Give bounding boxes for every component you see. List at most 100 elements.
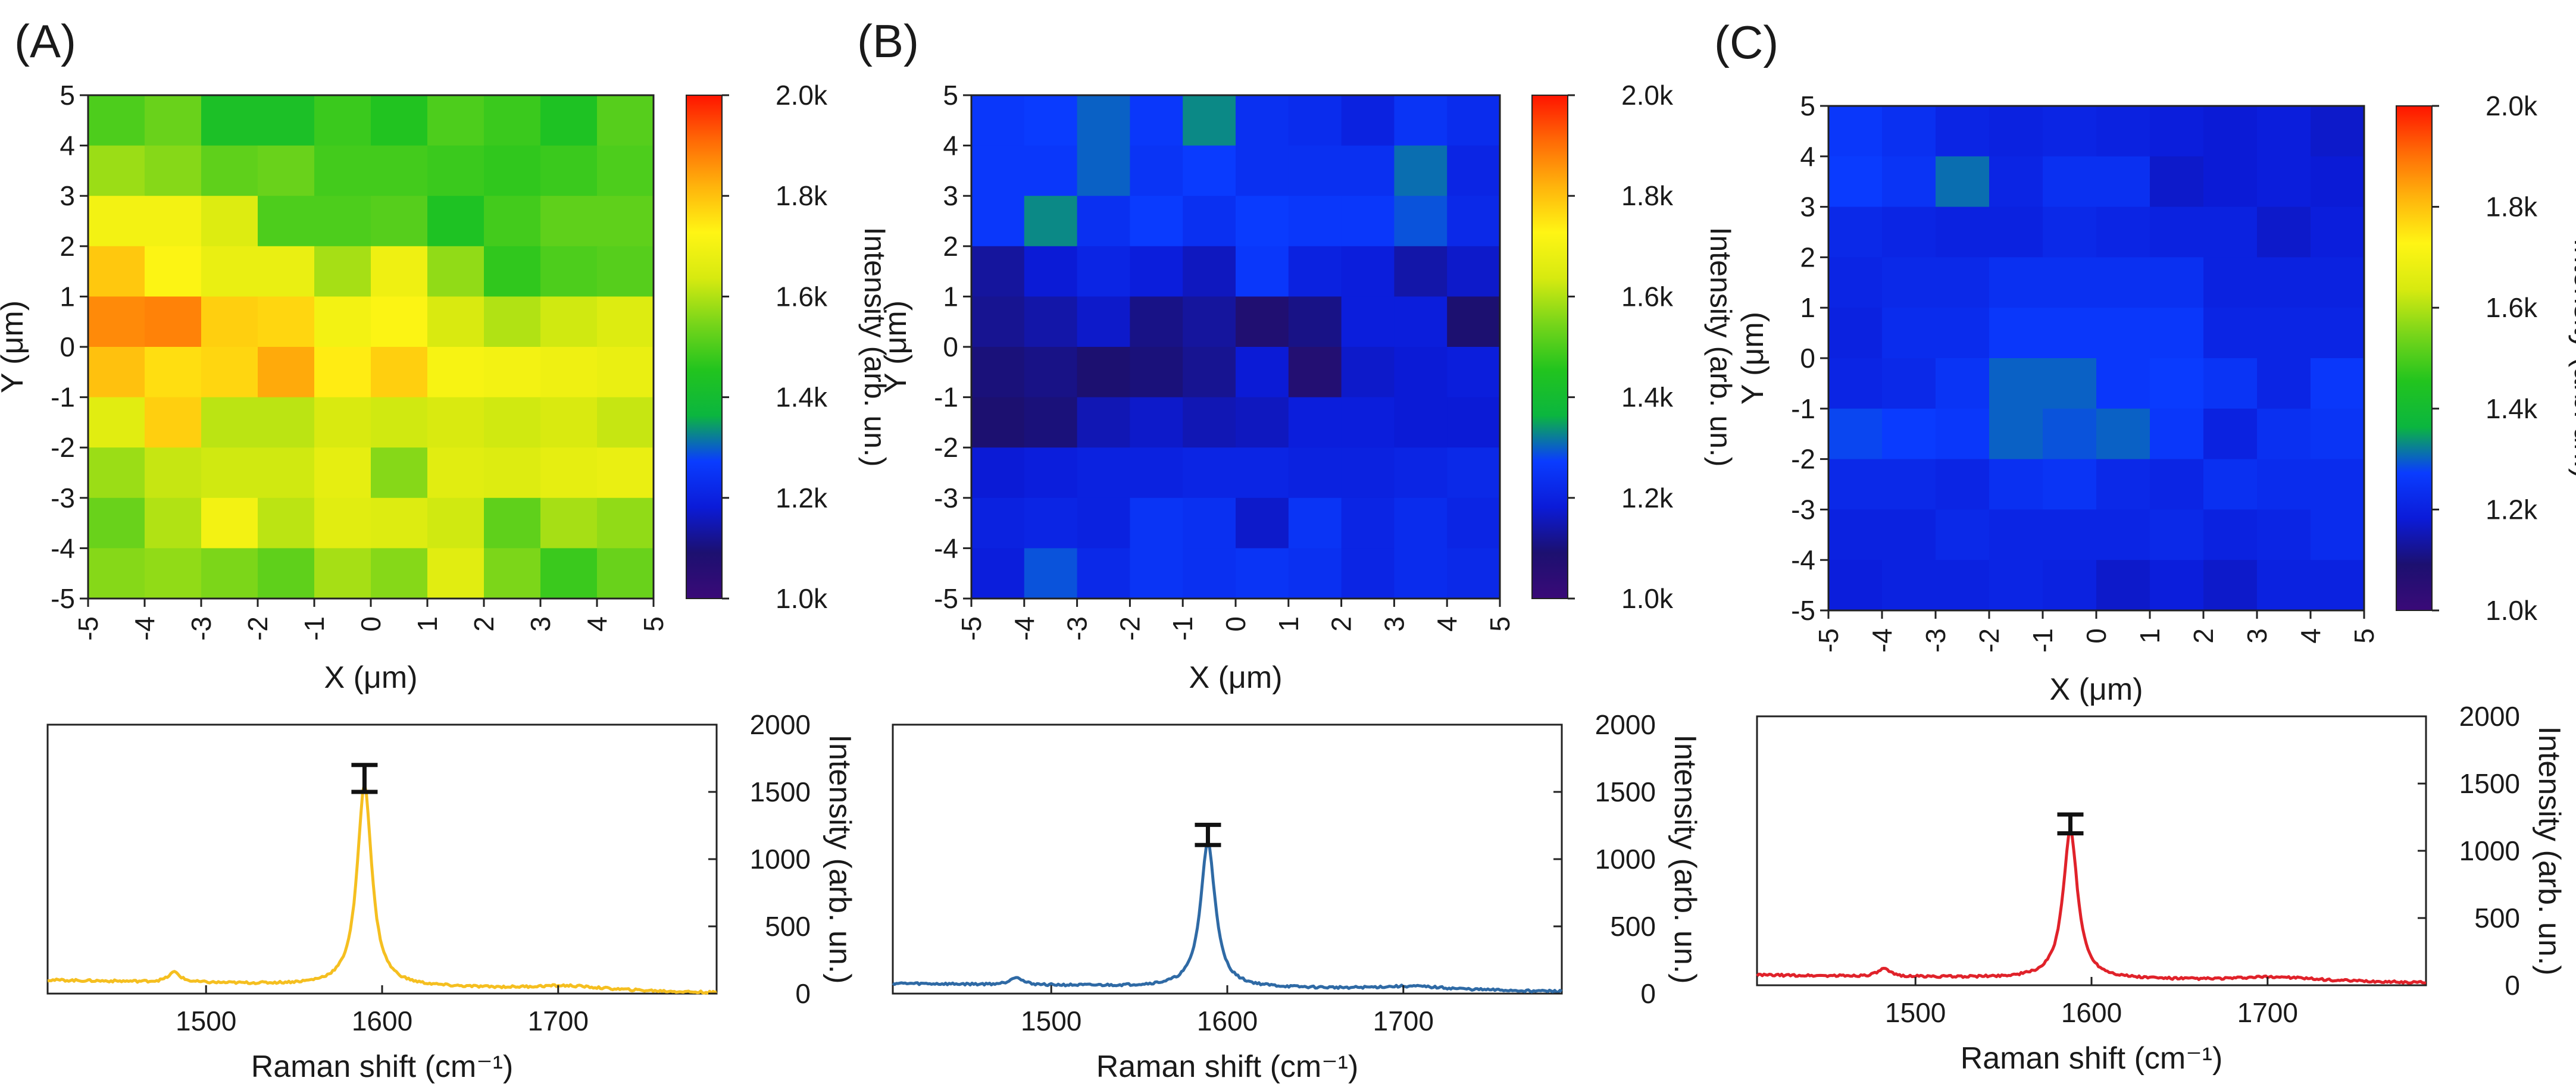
y-axis-title: Intensity (arb. un.) <box>1668 734 1702 983</box>
heatmap-cell <box>1394 397 1448 448</box>
heatmap-cell <box>2096 358 2150 409</box>
heatmap-cell <box>1882 106 1936 157</box>
spectrum-line <box>47 783 717 995</box>
heatmap-cell <box>201 447 258 499</box>
y-tick-label: 2000 <box>2459 701 2520 732</box>
heatmap-cell <box>371 548 428 599</box>
heatmap-cell <box>1236 296 1289 347</box>
heatmap-cell <box>1394 447 1448 499</box>
heatmap-cell <box>2150 358 2204 409</box>
heatmap-cell <box>484 497 541 549</box>
spectrum-panel-1: 1500 1600 1700 0 500 1000 1500 2000 Raman shift … <box>46 709 857 1084</box>
intensity-maps: (A) -5 -4 -3 -2 -1 0 1 2 3 4 5 5 4 3 2 1 0 -1 -2 -3 -4 -5 X (μm… <box>0 15 2576 707</box>
heatmap-cell <box>1989 308 2043 359</box>
heatmap-cell <box>2203 560 2258 611</box>
x-tick-label: -2 <box>242 616 273 641</box>
x-tick-label: -2 <box>1114 616 1145 641</box>
heatmap-cell <box>1236 397 1289 448</box>
x-axis-title: Raman shift (cm⁻¹) <box>1096 1050 1359 1084</box>
spectrum-frame <box>1756 715 2427 986</box>
heatmap-cell <box>258 548 315 599</box>
heatmap-cell <box>145 95 202 146</box>
heatmap-cell <box>971 447 1025 499</box>
x-tick-label: 4 <box>1431 616 1462 632</box>
heatmap-cell <box>540 246 598 297</box>
heatmap-cell <box>427 246 484 297</box>
heatmap-cell <box>427 145 484 196</box>
x-tick-label: 1500 <box>176 1005 236 1036</box>
heatmap-cell <box>484 296 541 347</box>
x-tick-label: -3 <box>1920 628 1951 653</box>
heatmap-cell <box>2257 509 2311 560</box>
x-tick-label: 3 <box>1378 616 1409 632</box>
heatmap-cell <box>1236 447 1289 499</box>
colorbar-tick-label: 1.8k <box>1621 180 1674 211</box>
heatmap-cell <box>427 447 484 499</box>
colorbar-tick-label: 1.0k <box>1621 583 1674 614</box>
y-tick-label: -5 <box>51 583 75 614</box>
heatmap-cell <box>314 447 371 499</box>
y-tick-label: 4 <box>1800 141 1815 172</box>
heatmap-cell <box>2150 560 2204 611</box>
x-tick-label: 2 <box>1326 616 1357 632</box>
heatmap-cell <box>1341 246 1395 297</box>
heatmap-cell <box>1288 95 1342 146</box>
heatmap-cell <box>2150 509 2204 560</box>
heatmap-cell <box>2150 308 2204 359</box>
colorbar-tick-label: 2.0k <box>776 80 828 111</box>
heatmap-cell <box>1447 447 1500 499</box>
heatmap-cell <box>2311 560 2365 611</box>
heatmap-cell <box>427 196 484 247</box>
heatmap-cell <box>540 196 598 247</box>
heatmap-cell <box>2203 206 2258 258</box>
heatmap-cell <box>145 548 202 599</box>
heatmap-cell <box>2043 106 2097 157</box>
heatmap-cell <box>1394 548 1448 599</box>
heatmap-cell <box>1447 196 1500 247</box>
heatmap-cell <box>427 296 484 347</box>
heatmap-cell <box>1447 548 1500 599</box>
heatmap-cell <box>314 397 371 448</box>
heatmap-cell <box>145 347 202 398</box>
heatmap-cell <box>2311 459 2365 510</box>
heatmap-cell <box>1077 397 1130 448</box>
x-tick-label: -1 <box>299 616 330 641</box>
heatmap-cell <box>258 196 315 247</box>
heatmap-cell <box>145 397 202 448</box>
colorbar-tick-label: 1.4k <box>2486 393 2538 424</box>
heatmap-cell <box>2311 308 2365 359</box>
heatmap-cell <box>371 397 428 448</box>
heatmap-cell <box>145 447 202 499</box>
heatmap-cell <box>1183 548 1236 599</box>
y-axis-title: Y (μm) <box>879 300 913 393</box>
heatmap-cell <box>427 95 484 146</box>
heatmap-cell <box>2043 459 2097 510</box>
heatmap-cell <box>1183 246 1236 297</box>
heatmap-cell <box>1447 397 1500 448</box>
x-tick-label: 0 <box>2081 628 2112 644</box>
heatmap-cell <box>1882 358 1936 409</box>
x-tick-label: -2 <box>1974 628 2005 653</box>
heatmap-cell <box>1882 408 1936 460</box>
heatmap-cell <box>971 497 1025 549</box>
heatmap-cell <box>88 497 145 549</box>
x-tick-label: 5 <box>638 616 669 632</box>
heatmap-cell <box>971 548 1025 599</box>
y-tick-label: 0 <box>795 978 811 1009</box>
heatmap-cell <box>1236 145 1289 196</box>
heatmap-cell <box>1989 560 2043 611</box>
heatmap-cell <box>597 145 654 196</box>
y-tick-label: 1000 <box>750 844 811 875</box>
x-tick-label: 3 <box>525 616 556 632</box>
x-tick-label: 1700 <box>2237 997 2298 1028</box>
y-tick-label: 3 <box>1800 192 1815 223</box>
heatmap-cell <box>2150 257 2204 308</box>
heatmap-cell <box>1183 497 1236 549</box>
heatmap-cell <box>1989 509 2043 560</box>
x-tick-label: 0 <box>1220 616 1251 632</box>
heatmap-panel-2: (B) -5 -4 -3 -2 -1 0 1 2 3 4 5 5 4 3 2 1 0 -1 -2 -3 -4 -5 X (μm… <box>857 15 1737 695</box>
heatmap-cell <box>1989 257 2043 308</box>
x-tick-label: -4 <box>1009 616 1040 641</box>
heatmap-cell <box>145 145 202 196</box>
